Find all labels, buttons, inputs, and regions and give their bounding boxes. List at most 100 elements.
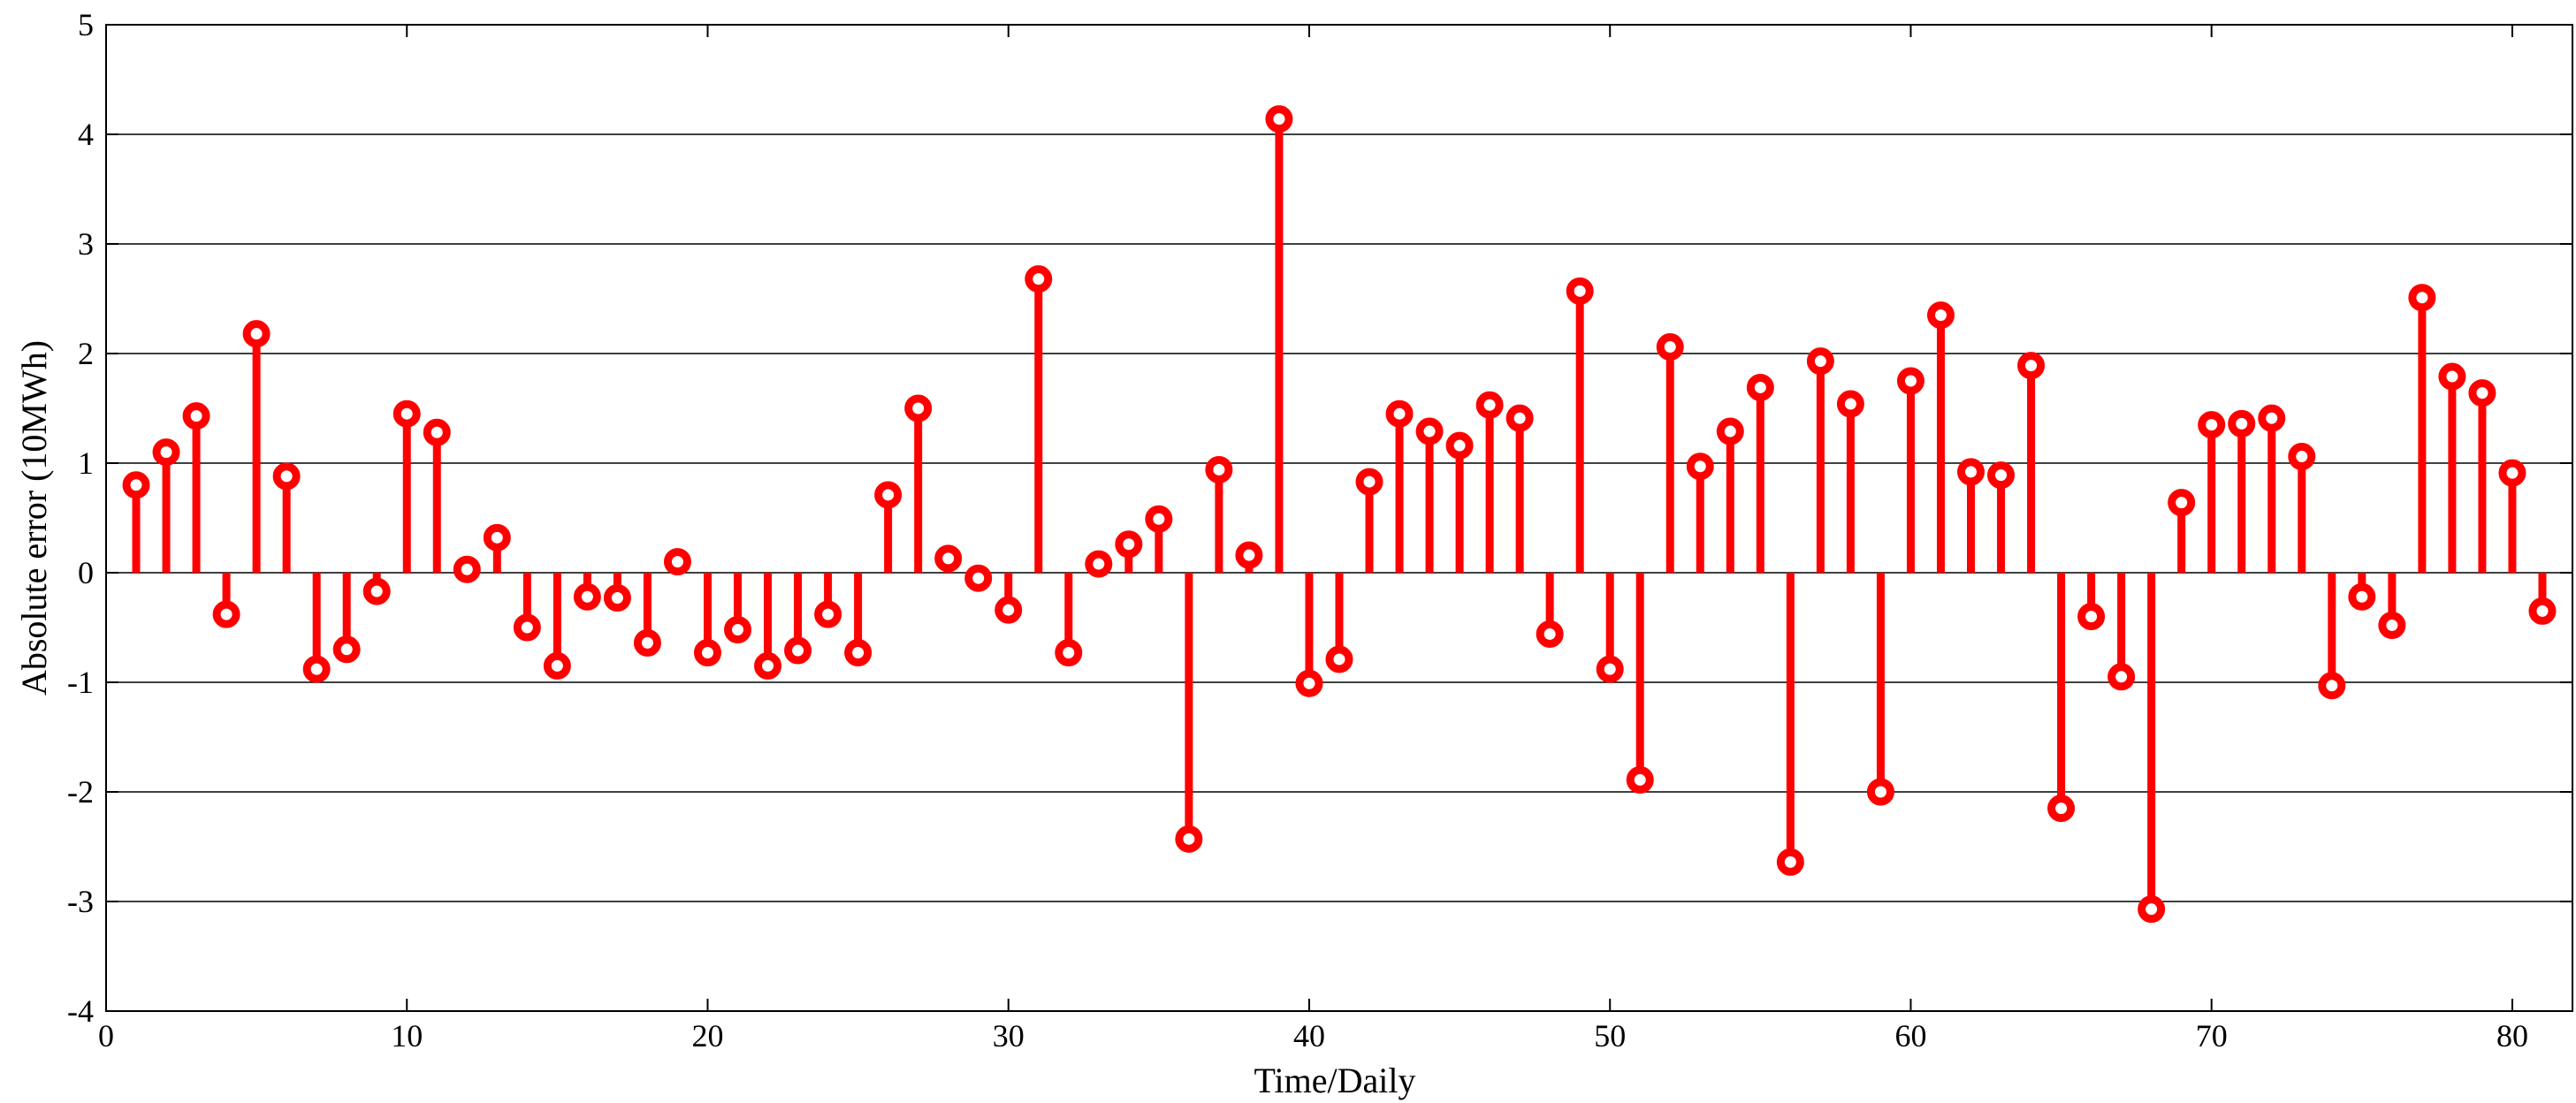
- stem-marker: [1836, 390, 1864, 418]
- stem-marker: [754, 651, 782, 680]
- stem-marker: [1295, 669, 1323, 697]
- stem-point: [1987, 461, 2016, 573]
- stem-marker: [1656, 333, 1684, 361]
- stem-marker: [182, 402, 210, 430]
- x-tick-labels: 0 10 20 30 40 50 60 70 80: [98, 1018, 2528, 1054]
- stem-point: [1686, 453, 1714, 573]
- y-tick-label: 1: [78, 445, 94, 481]
- grid-lines: [106, 133, 2572, 902]
- stem-point: [182, 402, 210, 573]
- stem-point: [2198, 411, 2226, 573]
- y-tick-label: 5: [78, 7, 94, 42]
- stem-marker: [663, 548, 691, 576]
- stem-point: [814, 573, 842, 628]
- stem-point: [1055, 573, 1083, 667]
- stem-point: [1475, 391, 1504, 573]
- stem-marker: [332, 635, 361, 664]
- stem-point: [1145, 505, 1173, 573]
- stem-point: [362, 573, 391, 605]
- stem-point: [1896, 367, 1924, 573]
- stem-point: [1505, 404, 1534, 573]
- stem-point: [904, 394, 933, 573]
- stem-marker: [1025, 265, 1053, 293]
- stem-point: [2107, 573, 2136, 691]
- stem-marker: [1115, 530, 1143, 559]
- stem-point: [2138, 573, 2166, 924]
- stem-point: [1415, 417, 1444, 573]
- stem-marker: [543, 651, 571, 680]
- stem-marker: [904, 394, 933, 422]
- stem-point: [2318, 573, 2346, 700]
- stem-marker: [1175, 825, 1203, 853]
- y-tick-label: -3: [67, 884, 94, 919]
- stem-marker: [1505, 404, 1534, 432]
- stem-point: [1716, 417, 1744, 573]
- stem-point: [1355, 468, 1383, 573]
- stem-point: [573, 573, 601, 611]
- stem-marker: [1235, 541, 1263, 569]
- stem-marker: [1987, 461, 2016, 490]
- stem-marker: [573, 582, 601, 611]
- stem-marker: [1205, 455, 1233, 483]
- stem-marker: [874, 481, 903, 509]
- stem-marker: [2258, 404, 2286, 432]
- stem-marker: [1626, 765, 1654, 794]
- stem-marker: [2077, 603, 2106, 631]
- stem-marker: [1926, 301, 1955, 330]
- stem-marker: [392, 399, 421, 428]
- stem-marker: [1355, 468, 1383, 496]
- stem-point: [2017, 352, 2046, 573]
- y-tick-label: 4: [78, 117, 94, 152]
- stem-marker: [1265, 105, 1293, 133]
- stem-marker: [995, 596, 1023, 624]
- stem-marker: [784, 636, 812, 665]
- stem-marker: [513, 613, 541, 642]
- stem-point: [332, 573, 361, 664]
- stem-marker: [122, 471, 150, 499]
- stem-point: [1295, 573, 1323, 697]
- stem-marker: [1385, 399, 1414, 428]
- stem-point: [1957, 458, 1985, 573]
- stem-point: [1265, 105, 1293, 573]
- stem-marker: [1957, 458, 1985, 486]
- stem-point: [423, 418, 451, 573]
- stem-marker: [1806, 347, 1834, 376]
- stem-point: [2228, 409, 2256, 573]
- stem-point: [1325, 573, 1353, 673]
- x-tick-label: 60: [1894, 1018, 1926, 1054]
- stem-point: [2528, 573, 2557, 625]
- stem-point: [784, 573, 812, 665]
- stem-point: [724, 573, 752, 643]
- y-tick-label: 0: [78, 555, 94, 590]
- stem-marker: [1866, 778, 1894, 806]
- stem-marker: [1145, 505, 1173, 533]
- stem-point: [152, 438, 180, 573]
- stem-marker: [152, 438, 180, 467]
- x-axis-title: Time/Daily: [1254, 1061, 1416, 1100]
- stem-point: [1445, 431, 1474, 573]
- stem-marker: [693, 639, 721, 667]
- x-tick-label: 80: [2496, 1018, 2528, 1054]
- y-tick-label: -4: [67, 993, 94, 1029]
- stem-marker: [2528, 597, 2557, 625]
- stem-marker: [1055, 639, 1083, 667]
- stem-marker: [1596, 655, 1624, 683]
- stem-marker: [1716, 417, 1744, 445]
- stem-marker: [724, 615, 752, 643]
- stem-point: [1085, 550, 1113, 578]
- stem-point: [2047, 573, 2076, 823]
- stem-point: [2077, 573, 2106, 631]
- stem-point: [934, 544, 963, 573]
- stem-point: [844, 573, 873, 667]
- y-tick-label: 3: [78, 226, 94, 262]
- stem-point: [1806, 347, 1834, 573]
- stem-point: [2498, 459, 2526, 573]
- stem-point: [633, 573, 661, 657]
- stem-marker: [2288, 443, 2316, 471]
- stem-point: [212, 573, 240, 628]
- stem-point: [122, 471, 150, 573]
- stem-marker: [1085, 550, 1113, 578]
- stem-marker: [1776, 848, 1804, 876]
- y-tick-labels: -4 -3 -2 -1 0 1 2 3 4 5: [67, 7, 94, 1029]
